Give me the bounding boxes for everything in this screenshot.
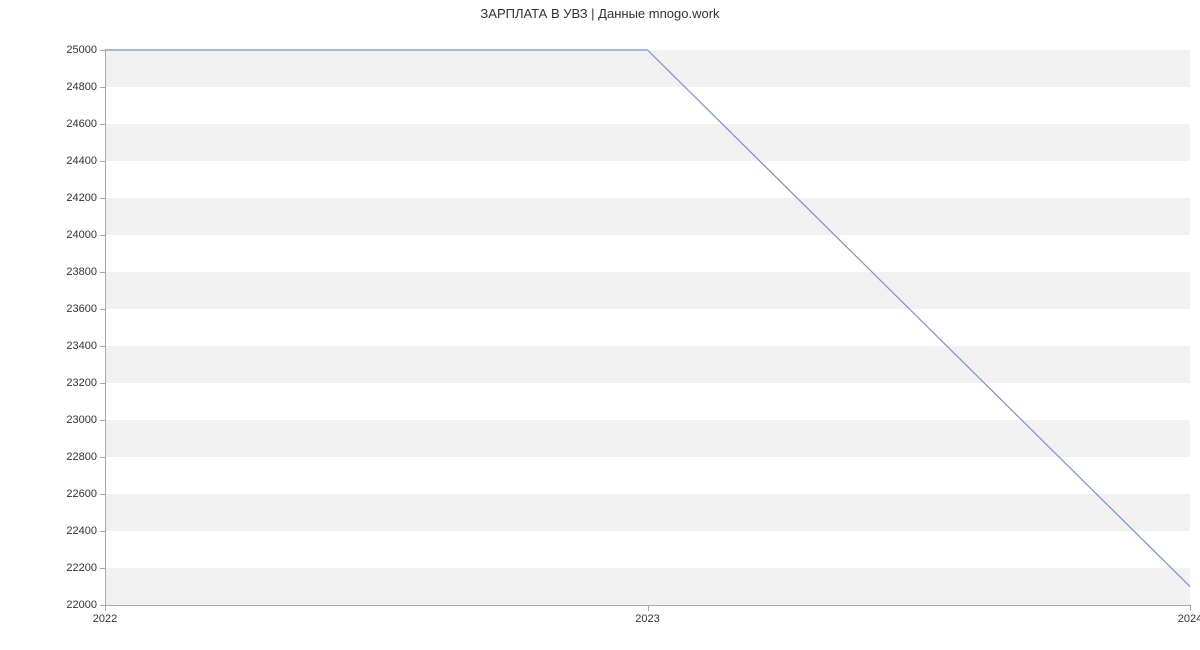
y-tick-label: 24600: [66, 118, 97, 130]
y-tick-mark: [100, 124, 105, 125]
x-tick-mark: [648, 605, 649, 611]
y-tick-label: 22400: [66, 525, 97, 537]
x-tick-label: 2024: [1178, 613, 1200, 625]
y-tick-mark: [100, 50, 105, 51]
y-tick-mark: [100, 272, 105, 273]
y-tick-mark: [100, 420, 105, 421]
y-tick-label: 23800: [66, 266, 97, 278]
salary-line-chart: ЗАРПЛАТА В УВЗ | Данные mnogo.work 22000…: [0, 0, 1200, 650]
y-tick-mark: [100, 531, 105, 532]
y-tick-mark: [100, 87, 105, 88]
chart-title: ЗАРПЛАТА В УВЗ | Данные mnogo.work: [0, 6, 1200, 21]
y-tick-label: 24800: [66, 81, 97, 93]
y-tick-mark: [100, 346, 105, 347]
y-tick-label: 24200: [66, 192, 97, 204]
x-tick-label: 2023: [635, 613, 659, 625]
x-tick-mark: [105, 605, 106, 611]
y-axis-line: [105, 50, 106, 605]
line-series-layer: [105, 50, 1190, 605]
y-tick-label: 23600: [66, 303, 97, 315]
y-tick-mark: [100, 457, 105, 458]
y-tick-label: 22000: [66, 599, 97, 611]
y-tick-mark: [100, 198, 105, 199]
y-tick-label: 22600: [66, 488, 97, 500]
x-tick-mark: [1190, 605, 1191, 611]
y-tick-label: 25000: [66, 44, 97, 56]
y-tick-mark: [100, 494, 105, 495]
x-tick-label: 2022: [93, 613, 117, 625]
y-tick-label: 24000: [66, 229, 97, 241]
plot-area: [105, 50, 1190, 605]
y-tick-mark: [100, 235, 105, 236]
y-tick-label: 22800: [66, 451, 97, 463]
y-tick-label: 23200: [66, 377, 97, 389]
y-tick-mark: [100, 161, 105, 162]
y-tick-label: 24400: [66, 155, 97, 167]
y-tick-mark: [100, 568, 105, 569]
y-tick-label: 22200: [66, 562, 97, 574]
y-tick-label: 23000: [66, 414, 97, 426]
y-tick-label: 23400: [66, 340, 97, 352]
y-tick-mark: [100, 383, 105, 384]
series-salary: [105, 50, 1190, 587]
y-tick-mark: [100, 309, 105, 310]
